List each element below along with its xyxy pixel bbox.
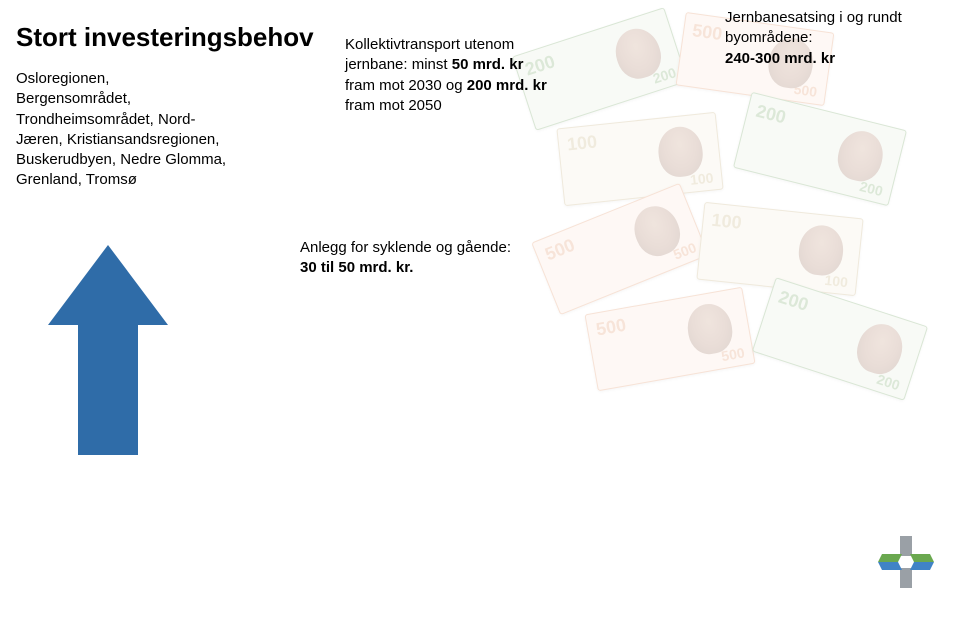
mid-line: fram mot 2050 <box>345 96 625 116</box>
anlegg-line: Anlegg for syklende og gående: <box>300 238 580 258</box>
page-title: Stort investeringsbehov <box>16 22 316 53</box>
mid-line: fram mot 2030 og 200 mrd. kr <box>345 76 625 96</box>
right-line: byområdene: <box>725 28 945 48</box>
regions-line: Trondheimsområdet, Nord- <box>16 110 316 130</box>
logo-icon <box>878 534 934 595</box>
mid-column: Kollektivtransport utenom jernbane: mins… <box>345 35 625 116</box>
mid-line: jernbane: minst 50 mrd. kr <box>345 55 625 75</box>
anlegg-line: 30 til 50 mrd. kr. <box>300 258 580 278</box>
regions-line: Bergensområdet, <box>16 89 316 109</box>
regions-line: Osloregionen, <box>16 69 316 89</box>
up-arrow-icon <box>48 245 168 460</box>
regions-list: Osloregionen, Bergensområdet, Trondheims… <box>16 69 316 191</box>
right-line: 240-300 mrd. kr <box>725 49 945 69</box>
mid-line: Kollektivtransport utenom <box>345 35 625 55</box>
regions-line: Buskerudbyen, Nedre Glomma, <box>16 150 316 170</box>
anlegg-block: Anlegg for syklende og gående: 30 til 50… <box>300 238 580 279</box>
regions-line: Grenland, Tromsø <box>16 170 316 190</box>
right-line: Jernbanesatsing i og rundt <box>725 8 945 28</box>
left-column: Stort investeringsbehov Osloregionen, Be… <box>16 22 316 209</box>
right-column: Jernbanesatsing i og rundt byområdene: 2… <box>725 8 945 69</box>
regions-line: Jæren, Kristiansandsregionen, <box>16 130 316 150</box>
